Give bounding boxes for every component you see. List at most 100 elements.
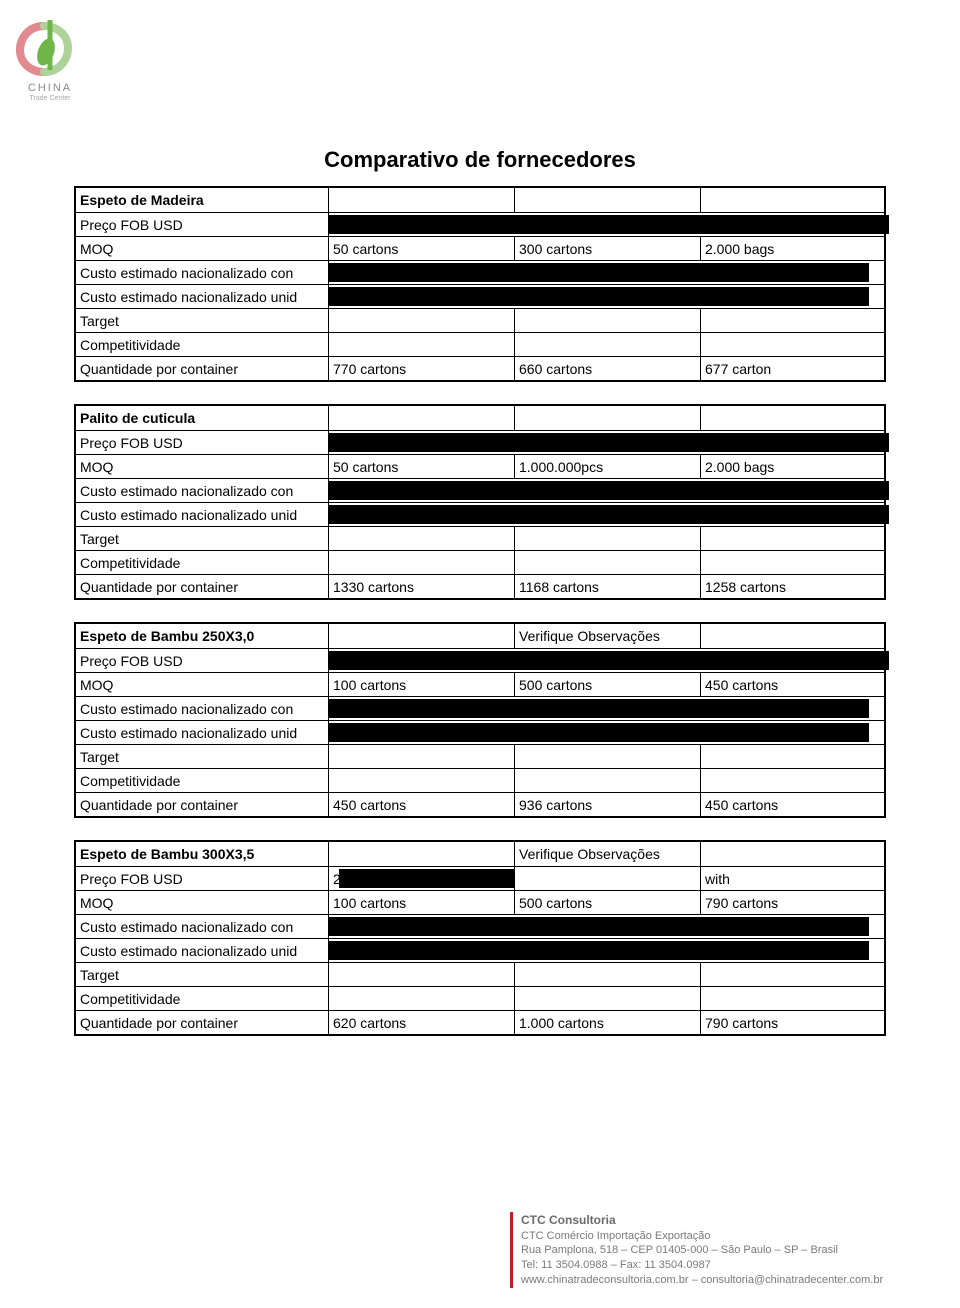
cell-c1 [328, 332, 514, 356]
row-label: Quantidade por container [76, 574, 328, 598]
cell-c1 [328, 430, 514, 454]
row-label: Quantidade por container [76, 1010, 328, 1034]
cell-c1 [328, 526, 514, 550]
cell-c1 [328, 648, 514, 672]
table-row: Quantidade por container620 cartons1.000… [76, 1010, 884, 1034]
cell-c1: 100 cartons [328, 890, 514, 914]
cell-c2 [514, 308, 700, 332]
cell-c1 [328, 212, 514, 236]
cell-c1 [328, 720, 514, 744]
cell-c3: with [700, 866, 884, 890]
cell-c1 [328, 914, 514, 938]
section-block: Palito de cuticulaPreço FOB USDMOQ50 car… [74, 404, 886, 600]
row-label: Custo estimado nacionalizado unid [76, 938, 328, 962]
table-row: Target [76, 744, 884, 768]
table-row: Target [76, 962, 884, 986]
cell-c1 [328, 284, 514, 308]
row-label: Competitividade [76, 550, 328, 574]
comparison-tables: Espeto de MadeiraPreço FOB USDMOQ50 cart… [74, 186, 886, 1046]
section-name: Espeto de Bambu 250X3,0 [76, 624, 328, 648]
row-label: MOQ [76, 236, 328, 260]
row-label: Competitividade [76, 332, 328, 356]
table-row: Custo estimado nacionalizado con [76, 478, 884, 502]
table-row: MOQ50 cartons300 cartons2.000 bags [76, 236, 884, 260]
cell-c2 [514, 332, 700, 356]
cell-c3 [700, 962, 884, 986]
cell-c3: 677 carton [700, 356, 884, 380]
table-row: Preço FOB USD [76, 648, 884, 672]
cell-c3 [700, 550, 884, 574]
table-row: Competitividade [76, 768, 884, 792]
cell-c3 [700, 526, 884, 550]
cell-c1: 620 cartons [328, 1010, 514, 1034]
table-row: Quantidade por container770 cartons660 c… [76, 356, 884, 380]
section-note: Verifique Observações [514, 842, 700, 866]
section-block: Espeto de Bambu 300X3,5 Verifique Observa… [74, 840, 886, 1036]
row-label: MOQ [76, 454, 328, 478]
cell-c2 [514, 526, 700, 550]
section-col1 [328, 406, 514, 430]
table-row: Custo estimado nacionalizado con [76, 914, 884, 938]
section-name: Espeto de Bambu 300X3,5 [76, 842, 328, 866]
row-label: Quantidade por container [76, 792, 328, 816]
cell-c3: 790 cartons [700, 1010, 884, 1034]
cell-c1: 1330 cartons [328, 574, 514, 598]
row-label: MOQ [76, 890, 328, 914]
table-row: Custo estimado nacionalizado con [76, 696, 884, 720]
cell-c2 [514, 550, 700, 574]
cell-c2 [514, 866, 700, 890]
footer-line2: Rua Pamplona, 518 – CEP 01405-000 – São … [521, 1243, 883, 1258]
cell-c3 [700, 986, 884, 1010]
table-row: MOQ100 cartons500 cartons790 cartons [76, 890, 884, 914]
footer: CTC Consultoria CTC Comércio Importação … [510, 1212, 883, 1288]
row-label: Custo estimado nacionalizado con [76, 914, 328, 938]
logo-mark-icon [14, 18, 74, 78]
section-col1 [328, 188, 514, 212]
cell-c3: 2.000 bags [700, 454, 884, 478]
cell-c2: 936 cartons [514, 792, 700, 816]
cell-c1: 50 cartons [328, 236, 514, 260]
row-label: Preço FOB USD [76, 648, 328, 672]
section-block: Espeto de Bambu 250X3,0Verifique Observa… [74, 622, 886, 818]
table-row: Quantidade por container450 cartons936 c… [76, 792, 884, 816]
section-col1 [328, 842, 514, 866]
cell-c2 [514, 744, 700, 768]
row-label: Target [76, 308, 328, 332]
cell-c2 [514, 986, 700, 1010]
section-col3 [700, 842, 884, 866]
cell-c1 [328, 962, 514, 986]
table-row: Custo estimado nacionalizado unid [76, 720, 884, 744]
row-label: Target [76, 526, 328, 550]
footer-company: CTC Consultoria [521, 1212, 883, 1228]
logo: CHINA Trade Center [14, 18, 86, 102]
cell-c1 [328, 550, 514, 574]
logo-main-text: CHINA [14, 82, 86, 94]
cell-c3: 450 cartons [700, 792, 884, 816]
cell-c1: 450 cartons [328, 792, 514, 816]
table-row: MOQ100 cartons500 cartons450 cartons [76, 672, 884, 696]
row-label: Custo estimado nacionalizado unid [76, 502, 328, 526]
section-note [514, 406, 700, 430]
cell-c1: 50 cartons [328, 454, 514, 478]
cell-c2: 1.000.000pcs [514, 454, 700, 478]
cell-c1: 2 [328, 866, 514, 890]
row-label: Target [76, 962, 328, 986]
row-label: Quantidade por container [76, 356, 328, 380]
section-note [514, 188, 700, 212]
section-col3 [700, 624, 884, 648]
cell-c1: 770 cartons [328, 356, 514, 380]
section-col3 [700, 188, 884, 212]
row-label: Preço FOB USD [76, 212, 328, 236]
cell-c3 [700, 332, 884, 356]
cell-c1 [328, 938, 514, 962]
cell-c2 [514, 962, 700, 986]
footer-line1: CTC Comércio Importação Exportação [521, 1229, 883, 1244]
table-row: MOQ50 cartons1.000.000pcs2.000 bags [76, 454, 884, 478]
cell-c2: 500 cartons [514, 672, 700, 696]
cell-c3 [700, 308, 884, 332]
table-row: Preço FOB USD [76, 430, 884, 454]
cell-c2: 1.000 cartons [514, 1010, 700, 1034]
row-label: Competitividade [76, 768, 328, 792]
row-label: Custo estimado nacionalizado unid [76, 284, 328, 308]
row-label: Custo estimado nacionalizado con [76, 478, 328, 502]
